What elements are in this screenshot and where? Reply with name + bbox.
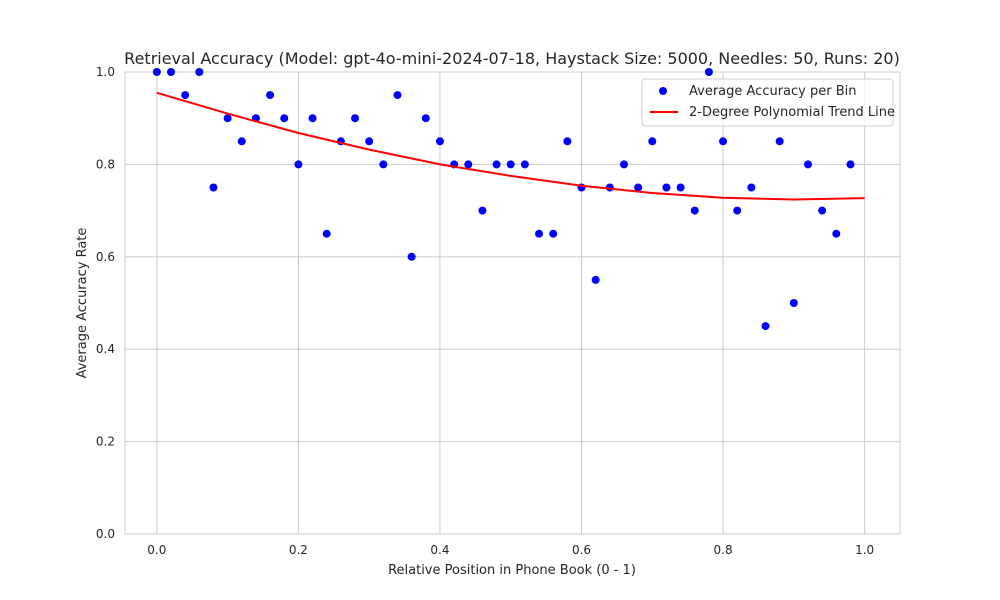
- scatter-point: [223, 114, 232, 123]
- scatter-point: [761, 322, 770, 331]
- scatter-point: [167, 68, 176, 76]
- scatter-point: [351, 114, 360, 123]
- legend-box: [641, 78, 894, 127]
- scatter-point: [648, 137, 657, 146]
- scatter-point: [308, 114, 317, 123]
- scatter-point: [520, 160, 529, 169]
- scatter-point: [407, 252, 416, 261]
- y-tick-label: 0.4: [96, 342, 115, 356]
- scatter-point: [662, 183, 671, 192]
- x-tick-label: 0.4: [430, 543, 449, 557]
- scatter-point: [704, 68, 713, 76]
- x-axis: 0.0 0.2 0.4 0.6 0.8 1.0: [147, 543, 874, 557]
- scatter-point: [492, 160, 501, 169]
- scatter-point: [690, 206, 699, 215]
- scatter-point: [209, 183, 218, 192]
- scatter-point: [619, 160, 628, 169]
- legend-label-trendline: 2-Degree Polynomial Trend Line: [689, 105, 895, 120]
- scatter-point: [266, 91, 275, 100]
- scatter-point: [237, 137, 246, 146]
- scatter-point: [634, 183, 643, 192]
- scatter-point: [478, 206, 487, 215]
- y-tick-label: 0.2: [96, 435, 115, 449]
- scatter-point: [435, 137, 444, 146]
- x-tick-label: 0.2: [289, 543, 308, 557]
- legend-marker-scatter: [659, 87, 667, 95]
- scatter-point: [152, 68, 161, 76]
- scatter-point: [803, 160, 812, 169]
- scatter-point: [181, 91, 190, 100]
- plot-area: [125, 72, 900, 534]
- x-axis-label: Relative Position in Phone Book (0 - 1): [388, 563, 636, 578]
- scatter-point: [676, 183, 685, 192]
- scatter-point: [421, 114, 430, 123]
- scatter-point: [535, 229, 544, 238]
- series-layer: [152, 68, 865, 331]
- x-tick-label: 0.6: [572, 543, 591, 557]
- scatter-point: [322, 229, 331, 238]
- scatter-point: [294, 160, 303, 169]
- y-tick-label: 0.0: [96, 527, 115, 541]
- scatter-point: [506, 160, 515, 169]
- y-tick-label: 0.8: [96, 157, 115, 171]
- plot-border: [124, 71, 901, 535]
- scatter-point: [563, 137, 572, 146]
- chart-title: Retrieval Accuracy (Model: gpt-4o-mini-2…: [124, 49, 900, 68]
- scatter-point: [393, 91, 402, 100]
- scatter-point: [365, 137, 374, 146]
- legend-label-scatter: Average Accuracy per Bin: [689, 84, 857, 99]
- scatter-point: [379, 160, 388, 169]
- x-tick-label: 0.8: [714, 543, 733, 557]
- y-axis: 0.0 0.2 0.4 0.6 0.8 1.0: [96, 65, 115, 541]
- x-tick-label: 1.0: [855, 543, 874, 557]
- y-tick-label: 0.6: [96, 250, 115, 264]
- scatter-point: [280, 114, 289, 123]
- scatter-point: [832, 229, 841, 238]
- scatter-point: [775, 137, 784, 146]
- scatter-point: [719, 137, 728, 146]
- legend: Average Accuracy per Bin 2-Degree Polyno…: [641, 78, 895, 127]
- x-tick-label: 0.0: [147, 543, 166, 557]
- y-tick-label: 1.0: [96, 65, 115, 79]
- scatter-point: [549, 229, 558, 238]
- scatter-point: [464, 160, 473, 169]
- scatter-point: [818, 206, 827, 215]
- y-axis-label: Average Accuracy Rate: [75, 228, 90, 379]
- scatter-point: [195, 68, 204, 76]
- scatter-point: [789, 299, 798, 307]
- scatter-point: [846, 160, 855, 169]
- trend-line: [156, 91, 865, 201]
- scatter-point: [591, 275, 600, 284]
- scatter-point: [747, 183, 756, 192]
- scatter-point: [733, 206, 742, 215]
